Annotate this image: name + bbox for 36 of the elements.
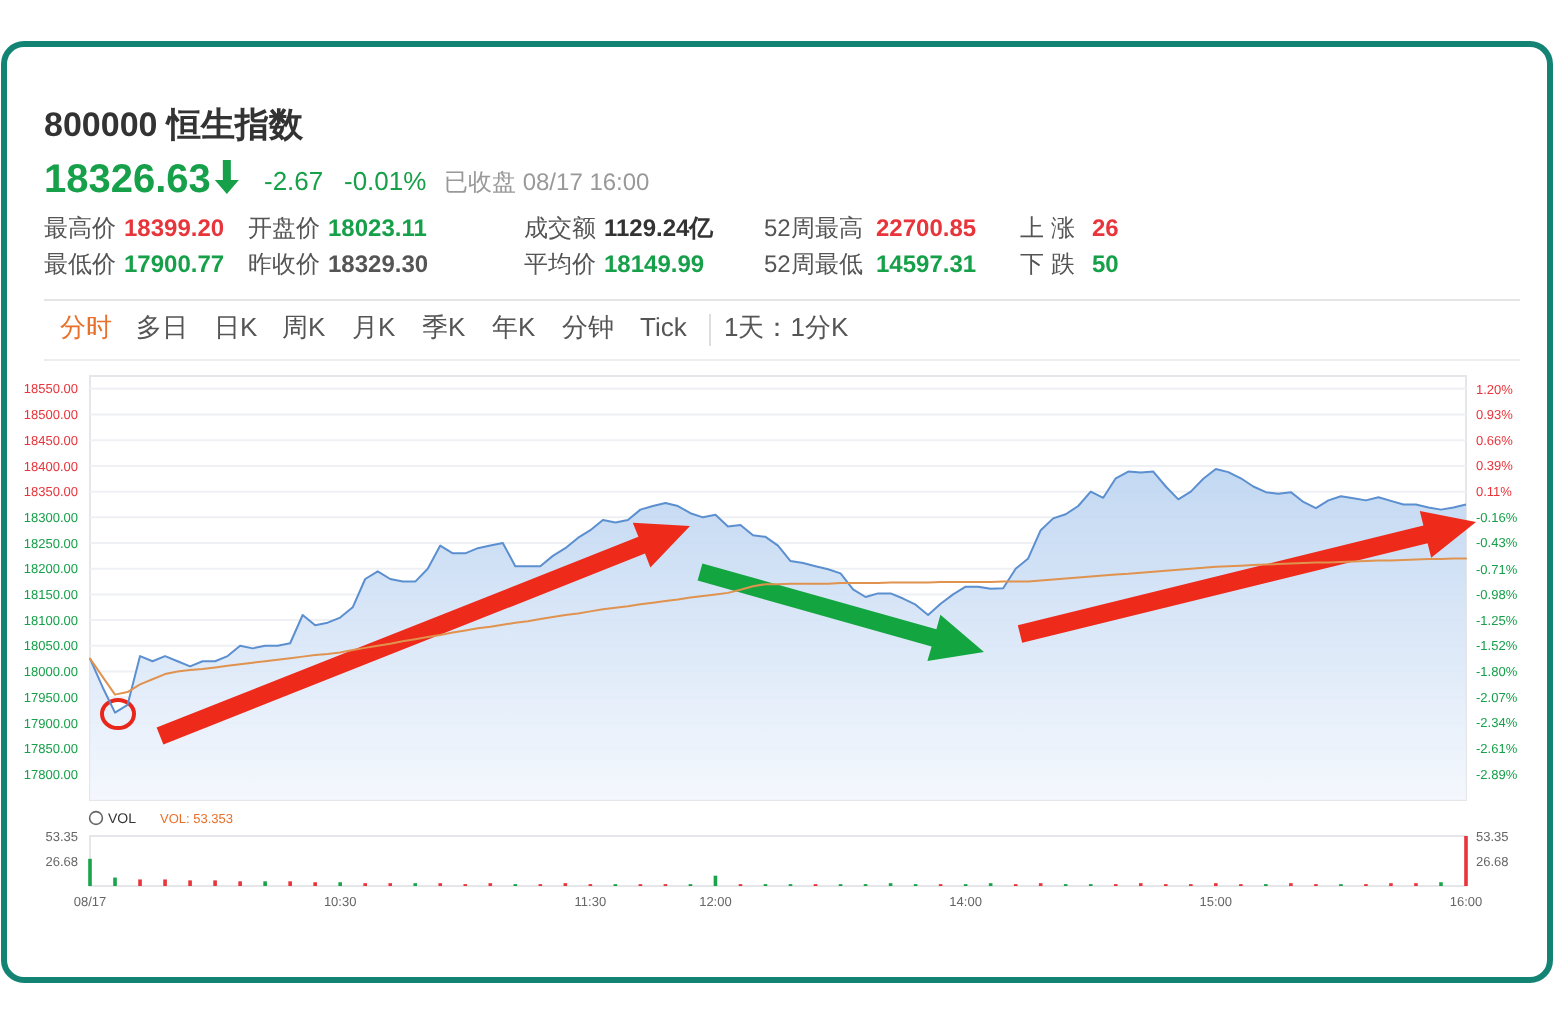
text: 月K [352,312,396,342]
text: 1天：1分K [724,312,849,342]
line-series [89,557,1467,696]
text: 26 [1092,214,1120,242]
text: 52周最高 [764,214,863,242]
text: 平均价 [524,250,596,278]
text: 已收盘 08/17 16:00 [444,168,651,196]
text: -0.01% [344,166,428,196]
text: 昨收价 [248,250,320,278]
text: 22700.85 [876,214,977,242]
text: 下 跌 [1020,250,1075,278]
text: 年K [492,312,536,342]
text: 分钟 [562,312,614,342]
chart-title: 800000 恒生指数 [44,106,305,144]
text: 18329.30 [328,250,429,278]
text: 52周最低 [764,250,863,278]
text: 周K [282,312,326,342]
text: 1129.24亿 [604,214,716,242]
text: 18399.20 [124,214,225,242]
text: 17900.77 [124,250,225,278]
text: 50 [1092,250,1120,278]
text: 14597.31 [876,250,977,278]
text: 日K [214,312,258,342]
text: -2.67 [264,166,324,196]
text: 18149.99 [604,250,705,278]
text: 18023.11 [328,214,428,242]
text: 分时 [60,312,112,342]
text: 季K [422,312,466,342]
text: Tick [640,312,688,342]
text: 多日 [136,312,188,342]
text: 成交额 [524,214,596,242]
chart-subtitle: 18326.63 [44,158,211,202]
text: 上 涨 [1020,214,1075,242]
text: 最低价 [44,250,116,278]
text: 开盘价 [248,214,320,242]
text: 最高价 [44,214,116,242]
